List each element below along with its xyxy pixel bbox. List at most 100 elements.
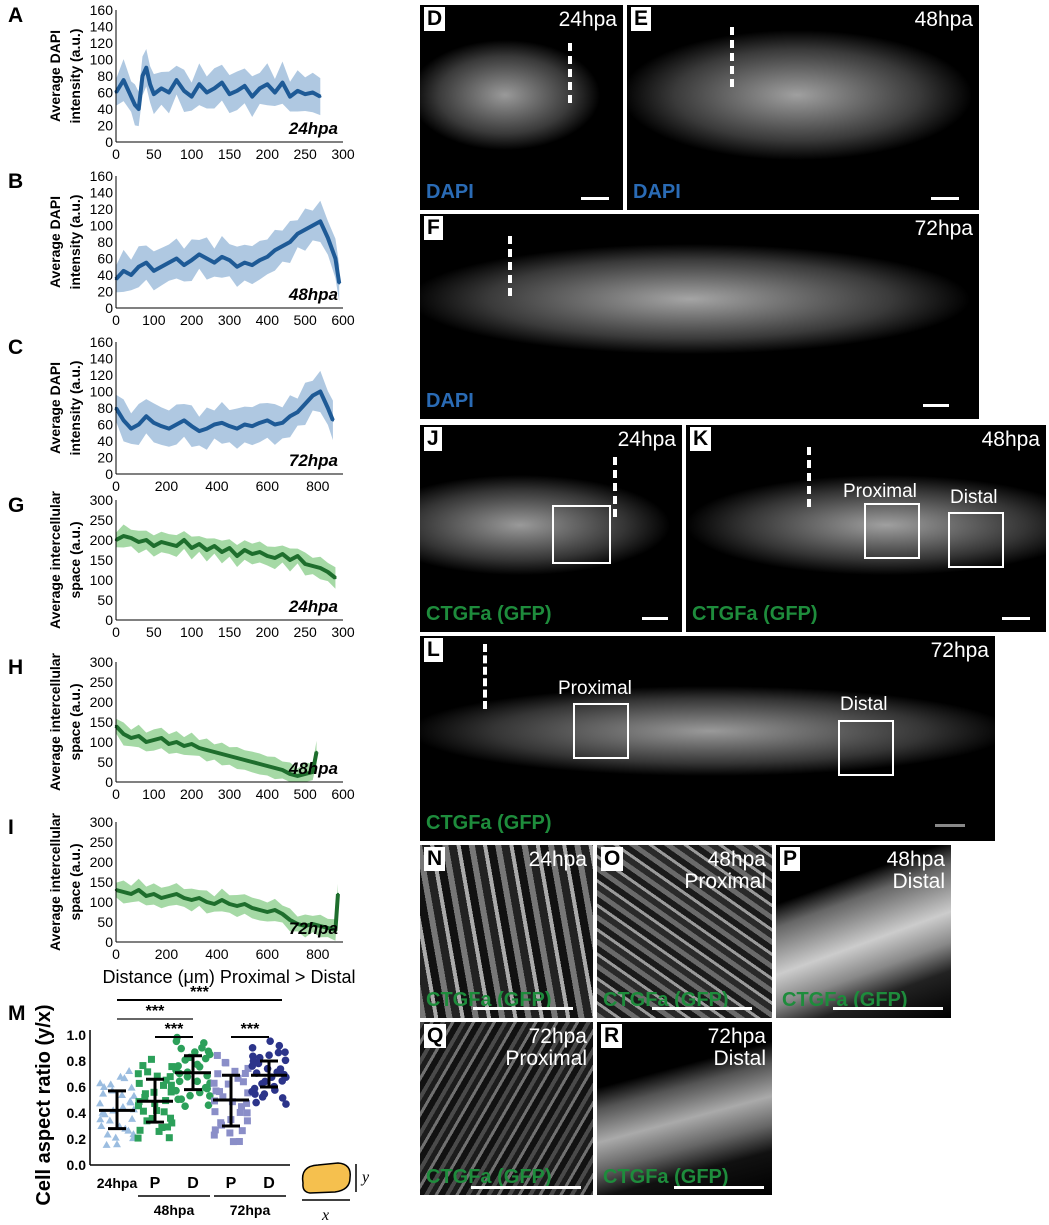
time-label-f: 72hpa (914, 217, 973, 240)
panel-label-j: J (424, 427, 442, 451)
chart-g-series-line (115, 534, 337, 580)
chart-b-y-tick: 120 (90, 201, 114, 217)
micrograph-q: Q 72hpa Proximal CTGFa (GFP) (420, 1022, 593, 1195)
chart-m-point (168, 1119, 176, 1127)
chart-c-y-tick: 140 (90, 351, 114, 367)
chart-g-point (129, 536, 133, 540)
chart-m-point (249, 1052, 257, 1061)
chart-b-error-band (116, 200, 340, 302)
chart-c-point (152, 421, 156, 425)
scale-bar-d (581, 197, 609, 200)
time-label-o: 48hpa Proximal (684, 849, 766, 893)
chart-a-x-tick: 300 (331, 146, 355, 162)
chart-c-y-tick: 40 (97, 433, 113, 449)
chart-m-point (275, 1041, 284, 1050)
chart-c-y-tick: 100 (90, 384, 114, 400)
chart-c-point (243, 423, 246, 426)
chart-b-point (243, 261, 246, 264)
chart-i-x-tick: 800 (306, 946, 330, 962)
chart-b-point (281, 244, 284, 248)
chart-c-point (167, 427, 171, 430)
chart-b-y-tick: 80 (97, 234, 113, 250)
chart-c-point (182, 419, 186, 422)
chart-h-point (243, 758, 246, 762)
chart-m-point (211, 1108, 219, 1116)
chart-m-point (212, 1087, 220, 1095)
chart-m-point (155, 1127, 163, 1135)
scale-bar-e (931, 197, 959, 200)
time-label-n: 24hpa (528, 848, 587, 871)
chart-m-point (281, 1048, 289, 1057)
chart-m-point (98, 1108, 107, 1116)
time-label-e: 48hpa (914, 8, 973, 31)
chart-g-y-tick: 100 (90, 572, 114, 588)
chart-g-point (281, 552, 284, 556)
chart-m-point (238, 1103, 246, 1111)
chart-h-point (315, 750, 318, 754)
chart-c-point (281, 421, 284, 425)
chart-m-point (210, 1079, 218, 1087)
chart-m-point (148, 1114, 156, 1122)
chart-i-point (228, 902, 231, 906)
chart-a-ylabel: Average DAPI intensity (a.u.) (47, 29, 83, 124)
cell-shape-icon (301, 1162, 351, 1194)
proximal-box-l (573, 703, 629, 759)
chart-m-point (281, 1056, 290, 1065)
chart-g-y-tick: 0 (105, 612, 113, 628)
chart-i-point (160, 896, 163, 900)
chart-m-point (243, 1117, 251, 1125)
chart-m-point (231, 1067, 239, 1075)
chart-g-ylabel: Average intercellular space (a.u.) (47, 490, 83, 629)
chart-c-point (175, 423, 178, 426)
chart-g-point (235, 554, 239, 558)
chart-a-point (129, 95, 133, 98)
chart-i-point (266, 910, 269, 914)
chart-g-point (145, 538, 148, 542)
chart-b-point (198, 253, 201, 256)
proximal-label-k: Proximal (843, 481, 917, 502)
chart-g-x-tick: 50 (146, 624, 162, 640)
chart-c-point (220, 421, 224, 425)
chart-h-x-tick: 600 (331, 786, 355, 802)
chart-i-point (273, 908, 277, 912)
chart-i-point (303, 924, 307, 928)
chart-a-point (137, 107, 140, 111)
chart-m-y-tick: 0.4 (67, 1105, 87, 1121)
chart-h-y-tick: 50 (97, 754, 113, 770)
chart-c-point (145, 415, 148, 418)
chart-m-point (153, 1107, 161, 1115)
chart-g-ylabel-line: Average intercellular (47, 490, 63, 629)
chart-i-point (145, 894, 148, 898)
time-label-l: 72hpa (930, 639, 989, 662)
chart-m-point (136, 1126, 144, 1134)
chart-m-point (165, 1134, 173, 1142)
chart-c-y-tick: 120 (90, 367, 114, 383)
chart-b-point (122, 269, 125, 273)
chart-g-point (182, 538, 186, 542)
chart-b-ylabel-line: intensity (a.u.) (67, 195, 83, 290)
chart-h-y-tick: 150 (90, 714, 114, 730)
chart-h-x-tick: 0 (112, 786, 120, 802)
chart-i-point (220, 898, 224, 902)
chart-m-point (97, 1121, 106, 1129)
time-o: 48hpa (707, 848, 766, 871)
chart-a-point (319, 95, 322, 98)
chart-a-point (258, 87, 261, 90)
chart-h-ylabel-line: Average intercellular (47, 652, 63, 791)
time-r: 72hpa (707, 1025, 766, 1048)
chart-a-point (243, 84, 246, 88)
chart-m-point (139, 1062, 147, 1070)
chart-g-point (334, 576, 337, 580)
chart-b-point (319, 220, 322, 223)
chart-m-point (229, 1138, 237, 1146)
micrograph-n: N 24hpa CTGFa (GFP) (420, 845, 593, 1018)
chart-m-point (175, 1077, 184, 1086)
chart-m-point (129, 1091, 138, 1099)
chart-b-point (213, 261, 216, 264)
chart-i-ylabel: Average intercellular space (a.u.) (47, 812, 83, 951)
time-label-q: 72hpa Proximal (505, 1026, 587, 1070)
chart-h-point (220, 752, 224, 756)
chart-h-point (228, 754, 231, 758)
chart-c-point (251, 424, 254, 428)
chart-a-point (160, 87, 163, 90)
